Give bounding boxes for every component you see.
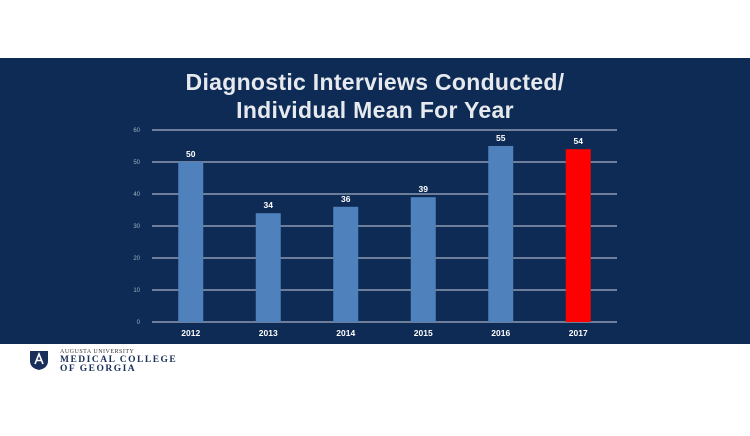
data-label: 50 (186, 149, 196, 159)
data-label: 34 (264, 200, 274, 210)
x-tick-label: 2016 (491, 328, 510, 338)
bar-chart: 0 10 20 30 40 50 60 50 2012 34 2013 36 2014 39 2015 55 2… (133, 128, 617, 338)
chart-title: Diagnostic Interviews Conducted/ Individ… (0, 68, 750, 124)
y-tick-label: 10 (133, 288, 140, 294)
university-name: AUGUSTA UNIVERSITY (60, 349, 135, 355)
college-name-line2: OF GEORGIA (60, 364, 137, 374)
x-tick-label: 2014 (336, 328, 355, 338)
x-tick-label: 2013 (259, 328, 278, 338)
bar-2015 (410, 197, 436, 322)
x-tick-label: 2012 (181, 328, 200, 338)
y-tick-label: 20 (133, 256, 140, 262)
college-name-line1: MEDICAL COLLEGE (60, 355, 178, 365)
slide-panel: Diagnostic Interviews Conducted/ Individ… (0, 58, 750, 344)
college-logo: AUGUSTA UNIVERSITY MEDICAL COLLEGE OF GE… (28, 347, 228, 377)
y-tick-label: 60 (133, 128, 140, 134)
data-label: 39 (419, 184, 429, 194)
x-tick-label: 2015 (414, 328, 433, 338)
data-label: 54 (574, 136, 584, 146)
bar-2014 (333, 206, 359, 322)
chart-title-line1: Diagnostic Interviews Conducted/ (185, 69, 565, 95)
bar-2013 (255, 213, 281, 322)
y-tick-label: 40 (133, 192, 140, 198)
y-tick-label: 50 (133, 160, 140, 166)
y-tick-label: 0 (137, 320, 141, 326)
y-tick-label: 30 (133, 224, 140, 230)
college-name: MEDICAL COLLEGE OF GEORGIA (60, 355, 178, 374)
chart-title-line2: Individual Mean For Year (236, 97, 514, 123)
data-label: 36 (341, 194, 351, 204)
data-label: 55 (496, 133, 506, 143)
bar-2017 (565, 149, 591, 322)
bar-2016 (488, 146, 514, 322)
bar-2012 (178, 162, 204, 322)
shield-seal-icon (30, 351, 48, 370)
x-tick-label: 2017 (569, 328, 588, 338)
